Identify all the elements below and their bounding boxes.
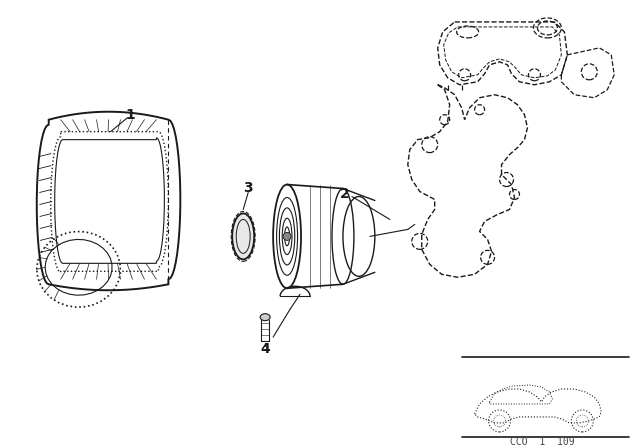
Ellipse shape xyxy=(260,314,270,321)
Text: 4: 4 xyxy=(260,342,270,356)
Text: 2: 2 xyxy=(340,188,350,202)
Text: CCO  1  109: CCO 1 109 xyxy=(510,437,575,447)
Text: 1: 1 xyxy=(125,108,136,122)
Text: 3: 3 xyxy=(243,181,253,194)
Ellipse shape xyxy=(232,213,254,259)
Circle shape xyxy=(283,233,291,241)
